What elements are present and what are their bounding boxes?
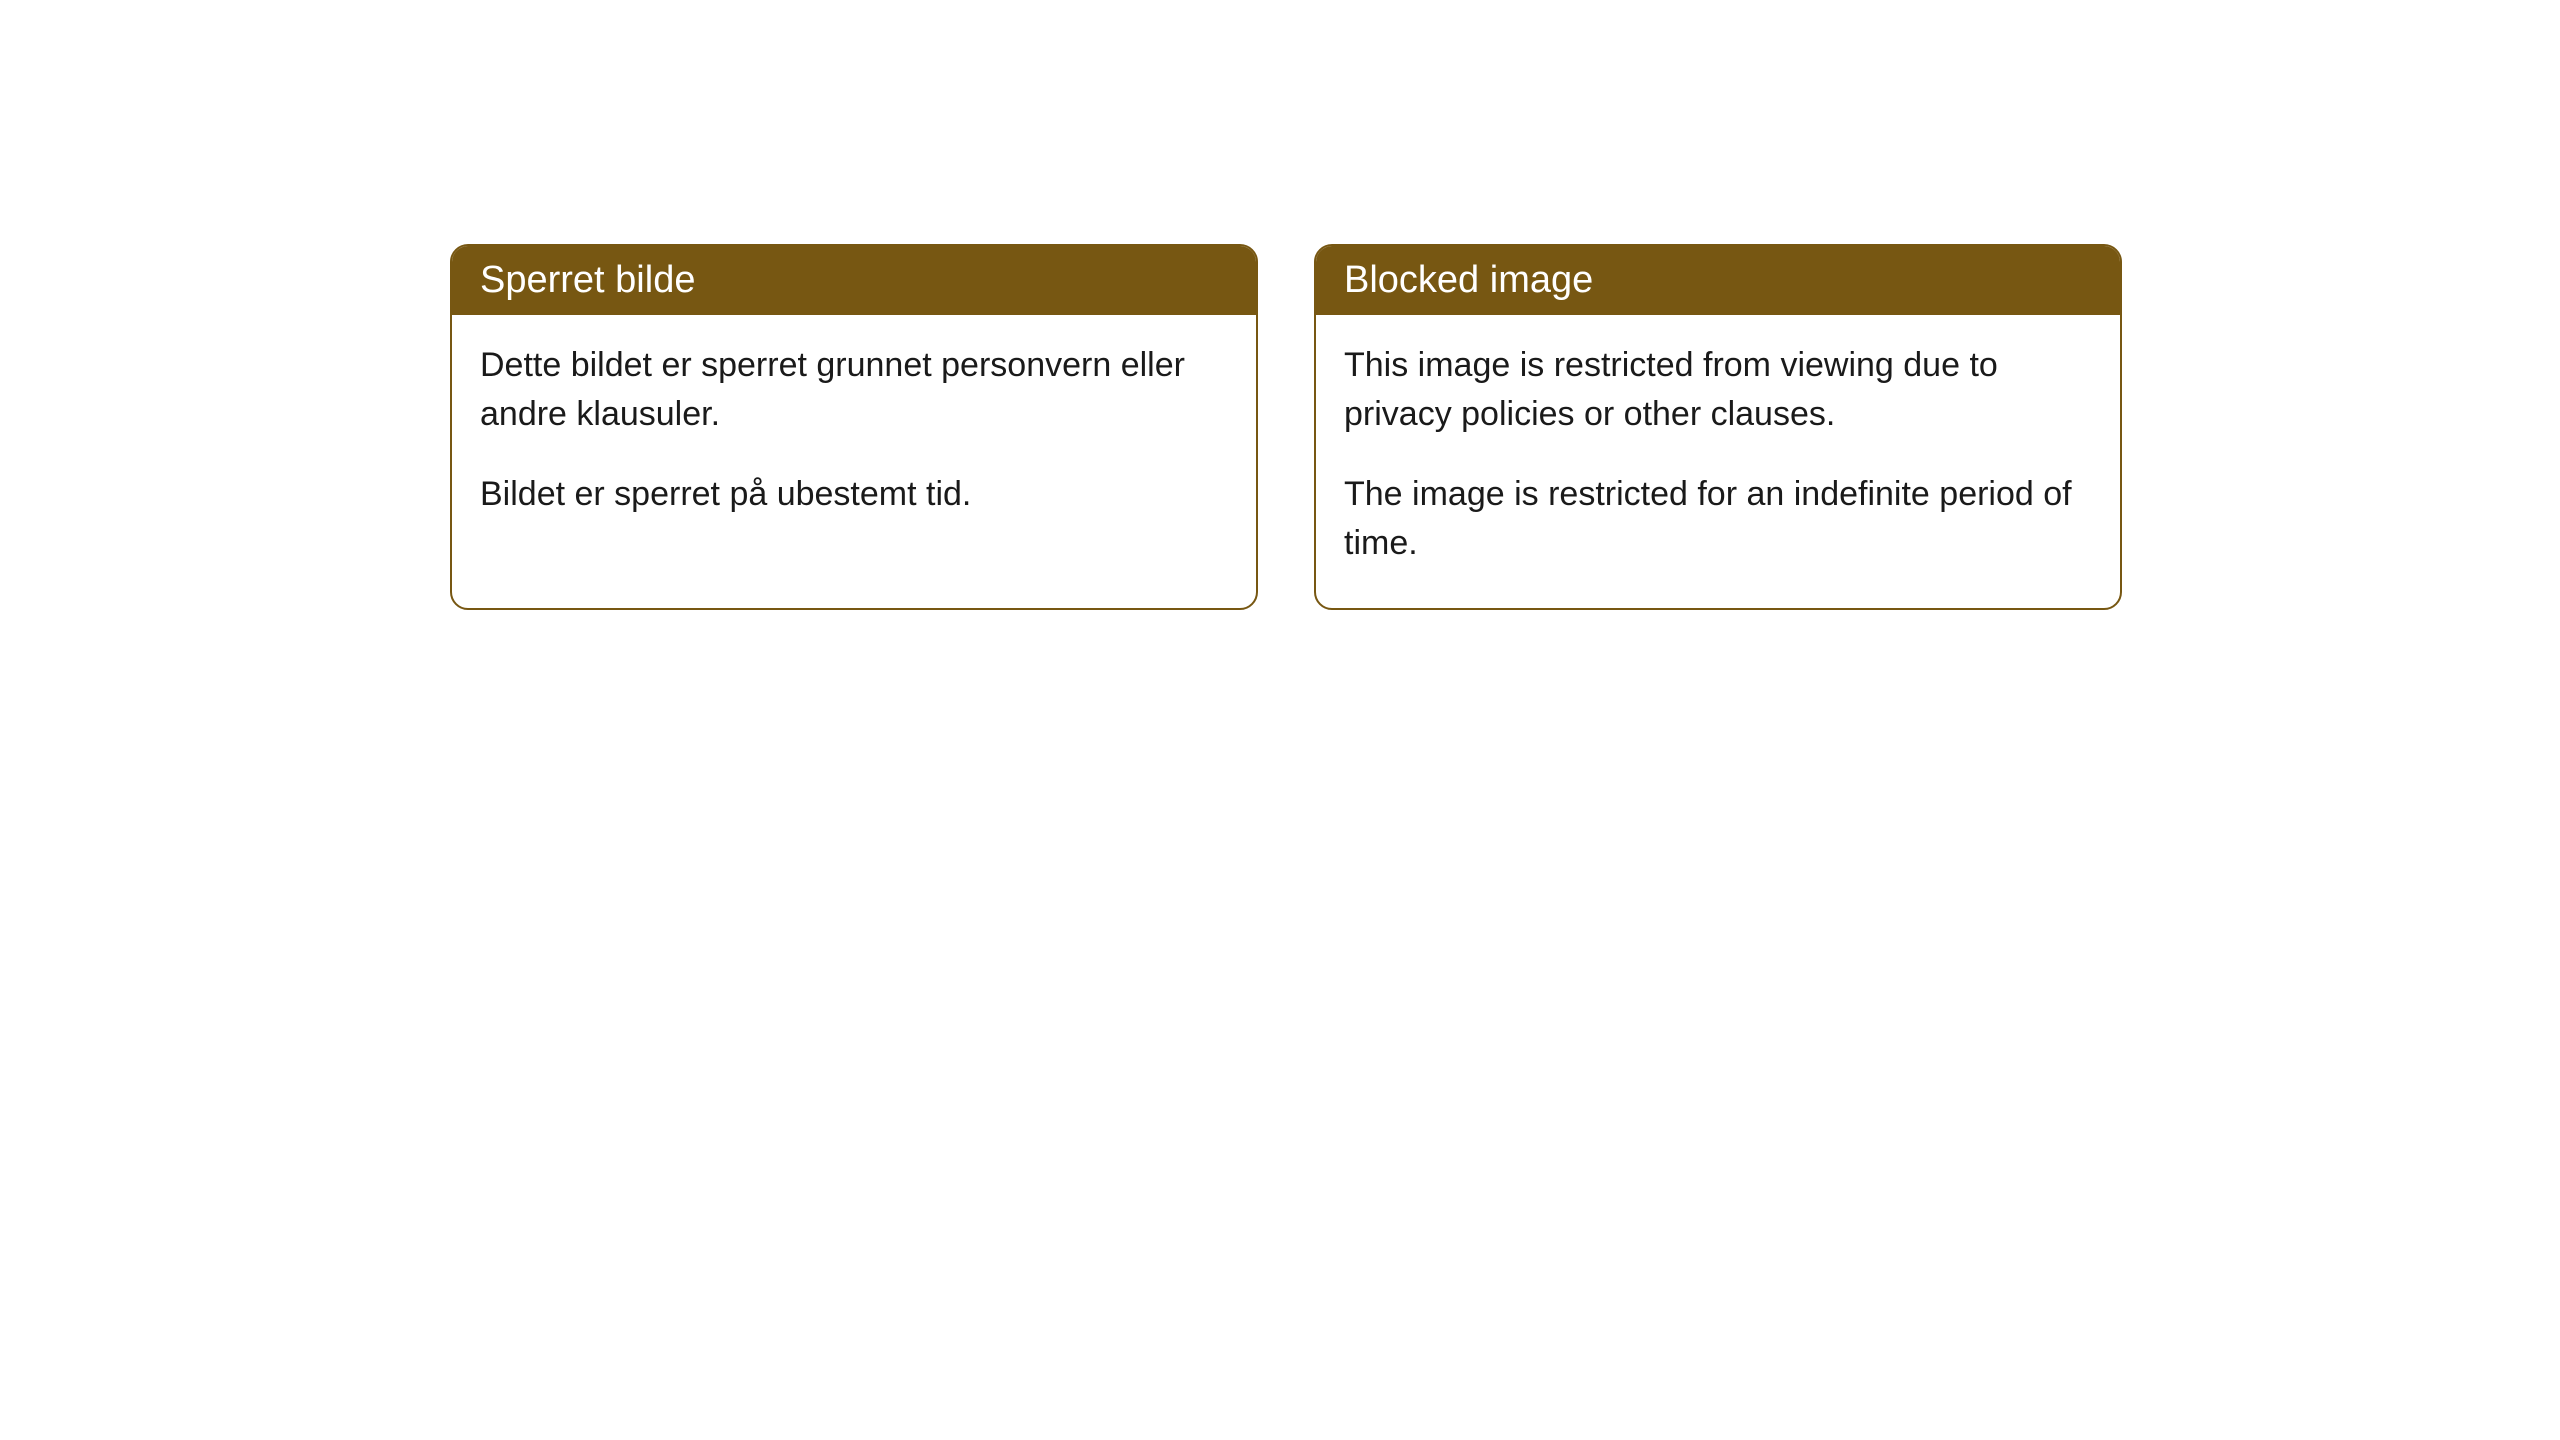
card-title: Sperret bilde: [480, 259, 695, 301]
blocked-image-card-english: Blocked image This image is restricted f…: [1314, 244, 2122, 610]
card-title: Blocked image: [1344, 259, 1593, 301]
card-header-norwegian: Sperret bilde: [452, 246, 1256, 315]
card-paragraph-2: The image is restricted for an indefinit…: [1344, 470, 2092, 569]
blocked-image-card-norwegian: Sperret bilde Dette bildet er sperret gr…: [450, 244, 1258, 610]
card-header-english: Blocked image: [1316, 246, 2120, 315]
card-body-english: This image is restricted from viewing du…: [1316, 315, 2120, 608]
card-body-norwegian: Dette bildet er sperret grunnet personve…: [452, 315, 1256, 559]
notice-cards-container: Sperret bilde Dette bildet er sperret gr…: [450, 244, 2122, 610]
card-paragraph-1: This image is restricted from viewing du…: [1344, 341, 2092, 440]
card-paragraph-1: Dette bildet er sperret grunnet personve…: [480, 341, 1228, 440]
card-paragraph-2: Bildet er sperret på ubestemt tid.: [480, 470, 1228, 519]
